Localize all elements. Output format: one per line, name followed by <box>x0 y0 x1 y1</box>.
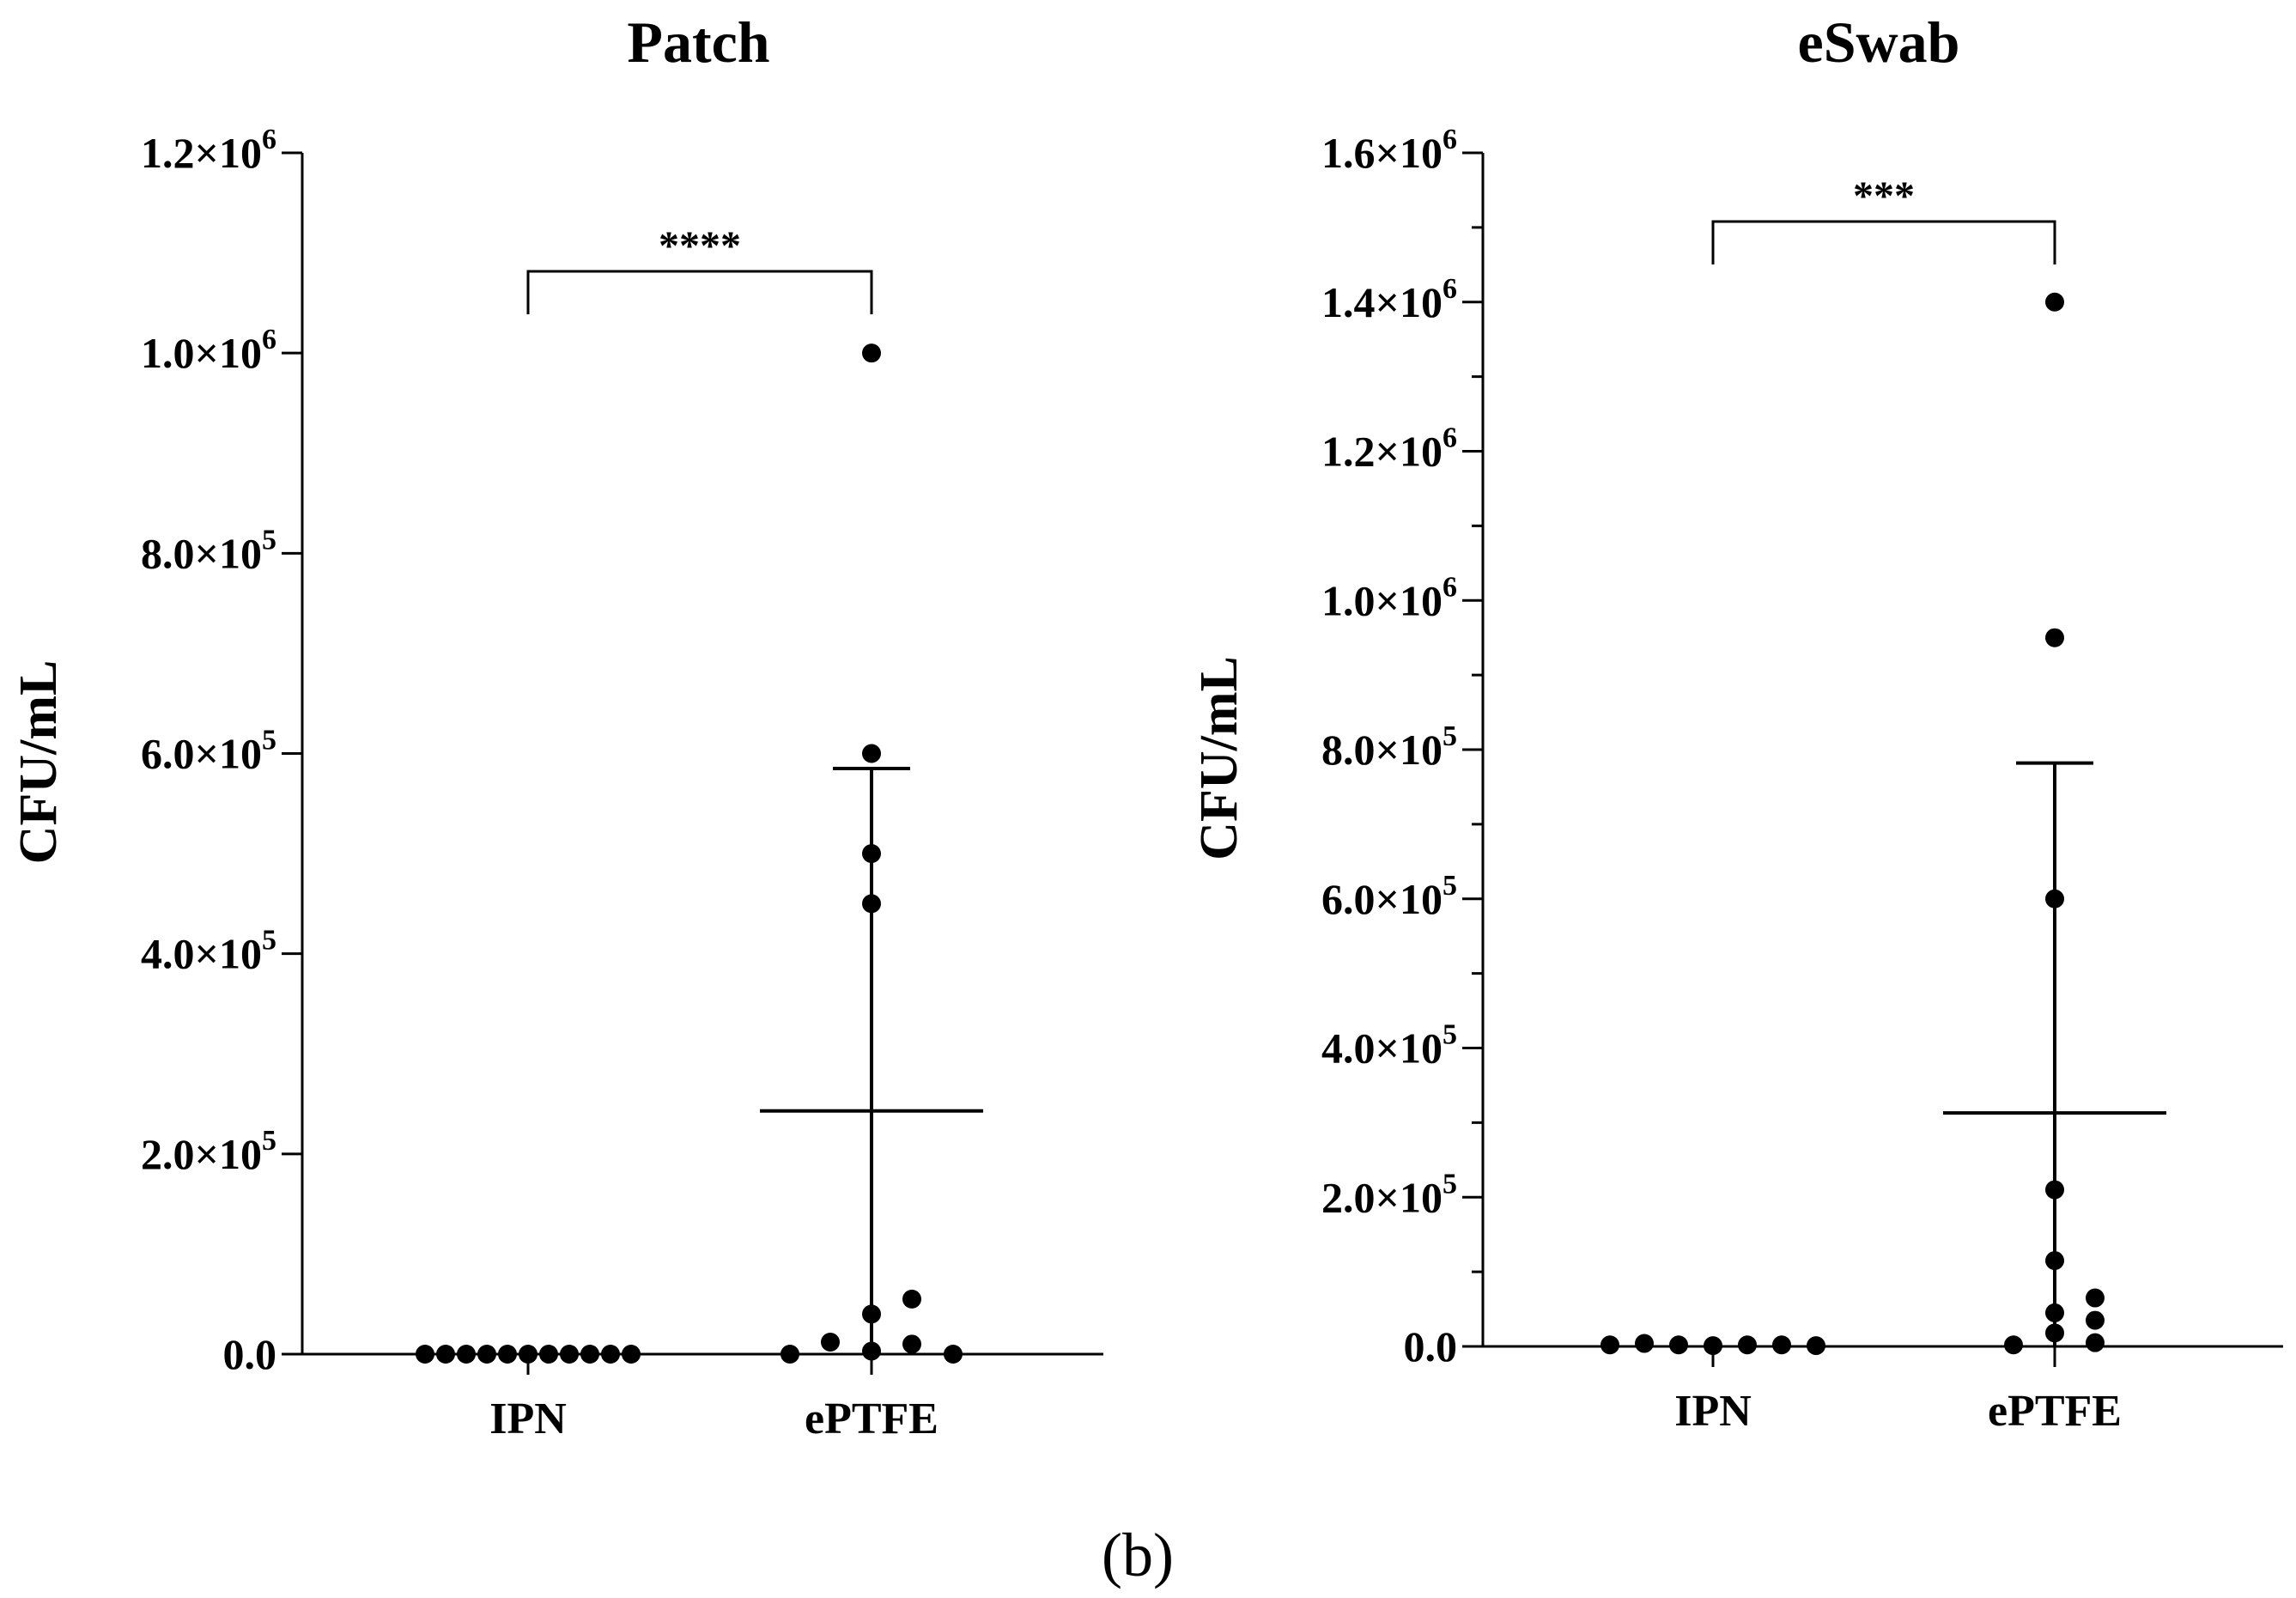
patch-data-point-ipn <box>560 1345 579 1364</box>
eswab-data-point-ipn <box>1807 1336 1825 1356</box>
eswab-data-point-eptfe <box>2045 1303 2064 1322</box>
patch-data-point-eptfe <box>862 1304 881 1324</box>
eswab-x-tick-label-ipn: IPN <box>1674 1387 1752 1436</box>
patch-data-point-eptfe <box>821 1333 840 1352</box>
patch-significance-bracket <box>526 270 873 314</box>
patch-data-point-ipn <box>416 1345 434 1364</box>
eswab-y-tick-label: 1.2×106 <box>1321 422 1457 476</box>
patch-data-point-ipn <box>580 1345 599 1364</box>
eswab-y-tick-label: 0.0 <box>1404 1322 1458 1370</box>
eswab-x-tick-label-eptfe: ePTFE <box>1988 1387 2122 1436</box>
eswab-significance-bracket <box>1711 220 2056 264</box>
patch-y-tick-label: 6.0×105 <box>141 725 276 778</box>
eswab-data-point-ipn <box>1738 1335 1757 1355</box>
patch-y-tick-label: 8.0×105 <box>141 524 276 577</box>
patch-y-axis-label: CFU/mL <box>9 660 68 865</box>
eswab-data-point-eptfe <box>2086 1288 2105 1308</box>
patch-data-point-eptfe <box>944 1345 963 1364</box>
eswab-significance-label: *** <box>1853 173 1915 219</box>
eswab-data-point-eptfe <box>2045 292 2064 312</box>
patch-y-tick-label: 4.0×105 <box>141 925 276 978</box>
eswab-y-tick-label: 1.4×106 <box>1321 273 1457 326</box>
eswab-data-point-ipn <box>1669 1335 1688 1355</box>
patch-y-tick-label: 1.2×106 <box>141 124 276 177</box>
patch-data-point-ipn <box>539 1345 558 1364</box>
eswab-data-point-eptfe <box>2045 1323 2064 1343</box>
patch-data-point-ipn <box>622 1345 641 1364</box>
eswab-y-tick-label: 4.0×105 <box>1321 1019 1457 1072</box>
patch-x-tick-label-eptfe: ePTFE <box>805 1394 938 1443</box>
eswab-data-point-eptfe <box>2045 889 2064 908</box>
patch-data-point-eptfe <box>862 1341 881 1361</box>
patch-chart-title: Patch <box>627 9 769 75</box>
eswab-panel: eSwab CFU/mL 0.0 2.0×105 4.0×105 6.0×105 8.0×1… <box>1190 9 2283 1436</box>
eswab-y-tick-label: 1.0×106 <box>1321 571 1457 624</box>
eswab-data-point-ipn <box>1772 1335 1791 1355</box>
eswab-data-point-ipn <box>1601 1335 1619 1355</box>
eswab-y-tick-label: 8.0×105 <box>1321 720 1457 774</box>
patch-data-point-eptfe <box>862 744 881 763</box>
patch-data-point-ipn <box>477 1345 496 1364</box>
patch-panel: Patch CFU/mL 0.0 2.0×105 4.0×105 6.0×105 8.0×1… <box>9 9 1103 1443</box>
patch-data-point-ipn <box>436 1345 455 1364</box>
eswab-y-tick-label: 6.0×105 <box>1321 870 1457 923</box>
patch-x-tick-label-ipn: IPN <box>489 1394 567 1443</box>
eswab-data-point-eptfe <box>2045 1180 2064 1200</box>
eswab-chart-title: eSwab <box>1798 9 1960 75</box>
eswab-data-point-ipn <box>1635 1334 1654 1353</box>
patch-data-point-eptfe <box>902 1334 921 1354</box>
eswab-data-point-eptfe <box>2086 1310 2105 1330</box>
patch-data-point-eptfe <box>862 343 881 363</box>
eswab-data-point-eptfe <box>2045 628 2064 647</box>
patch-data-point-ipn <box>457 1345 476 1364</box>
eswab-data-point-eptfe <box>2004 1335 2023 1355</box>
patch-data-point-eptfe <box>781 1345 799 1364</box>
patch-y-tick-label: 0.0 <box>223 1330 277 1378</box>
eswab-data-point-eptfe <box>2086 1333 2105 1352</box>
patch-data-point-ipn <box>498 1345 517 1364</box>
eswab-y-axis-label: CFU/mL <box>1190 656 1248 860</box>
patch-data-point-eptfe <box>902 1289 921 1309</box>
figure-caption: (b) <box>1102 1521 1174 1589</box>
patch-data-point-eptfe <box>862 894 881 914</box>
patch-data-point-ipn <box>601 1345 620 1364</box>
patch-y-tick-label: 1.0×106 <box>141 324 276 377</box>
eswab-data-point-eptfe <box>2045 1251 2064 1271</box>
patch-significance-label: **** <box>659 223 741 269</box>
patch-data-point-eptfe <box>862 844 881 864</box>
eswab-y-tick-label: 2.0×105 <box>1321 1168 1457 1221</box>
eswab-data-point-ipn <box>1704 1336 1722 1356</box>
eswab-y-tick-label: 1.6×106 <box>1321 124 1457 177</box>
patch-data-point-ipn <box>519 1345 538 1364</box>
patch-y-tick-label: 2.0×105 <box>141 1125 276 1178</box>
